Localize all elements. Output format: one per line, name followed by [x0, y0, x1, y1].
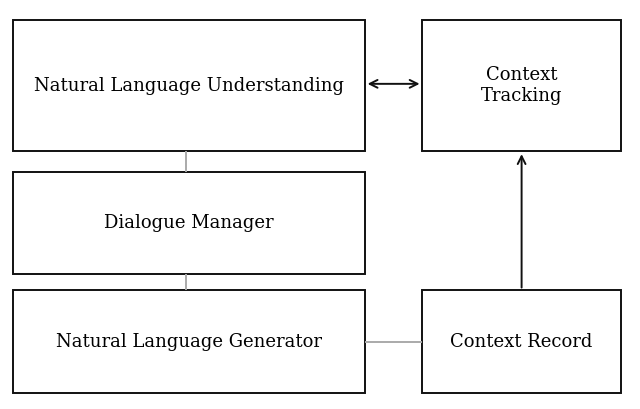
Text: Natural Language Generator: Natural Language Generator — [56, 333, 322, 351]
Bar — [13, 290, 365, 393]
Bar — [422, 20, 621, 151]
Bar — [422, 290, 621, 393]
Text: Context Record: Context Record — [451, 333, 593, 351]
Text: Context
Tracking: Context Tracking — [481, 67, 563, 105]
Text: Dialogue Manager: Dialogue Manager — [104, 214, 274, 232]
Text: Natural Language Understanding: Natural Language Understanding — [34, 77, 344, 95]
Bar — [13, 20, 365, 151]
Bar — [13, 172, 365, 274]
